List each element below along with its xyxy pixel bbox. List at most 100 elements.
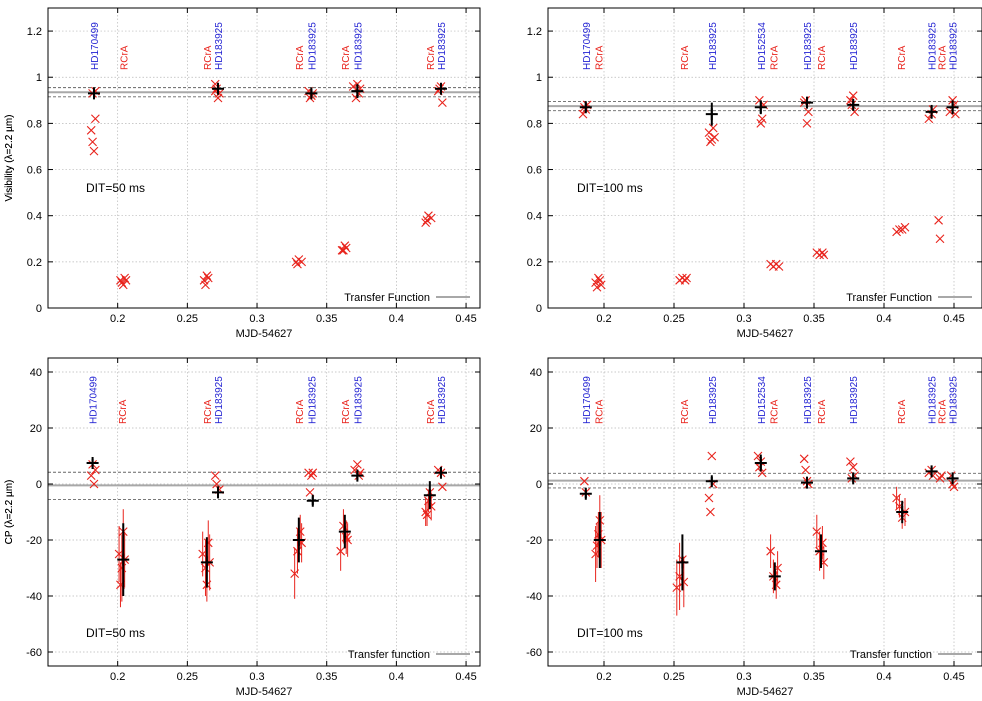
target-label: HD183925 <box>214 376 225 424</box>
x-tick-label: 0.45 <box>455 671 476 683</box>
y-tick-label: 0.4 <box>27 211 42 223</box>
target-label: HD183925 <box>214 22 225 70</box>
target-label: RCrA <box>897 399 908 424</box>
x-tick-label: 0.35 <box>316 313 337 325</box>
calibrator-point <box>896 506 909 518</box>
science-point <box>290 569 300 578</box>
science-point <box>339 245 348 255</box>
science-point <box>934 215 943 225</box>
target-label: HD183925 <box>437 22 448 70</box>
target-label: RCrA <box>817 399 828 424</box>
target-label: RCrA <box>937 45 948 70</box>
target-label: HD183925 <box>708 22 719 70</box>
science-point <box>426 502 436 511</box>
science-point <box>212 479 222 489</box>
calibrator-point <box>676 556 689 569</box>
target-label: RCrA <box>937 399 948 424</box>
x-tick-label: 0.3 <box>249 313 264 325</box>
x-tick-label: 0.35 <box>803 313 824 325</box>
science-point <box>707 451 717 461</box>
science-point <box>755 462 764 472</box>
x-tick-label: 0.2 <box>110 313 125 325</box>
science-point <box>341 532 351 542</box>
science-point <box>892 493 901 503</box>
target-label: RCrA <box>426 45 437 70</box>
science-point <box>422 510 432 520</box>
science-point <box>848 91 858 101</box>
target-label: HD170499 <box>90 22 101 70</box>
x-tick-label: 0.25 <box>177 671 198 683</box>
target-label: HD183925 <box>928 376 939 424</box>
y-tick-label: 0 <box>36 479 42 491</box>
science-point <box>295 527 305 536</box>
y-tick-label: 0.2 <box>527 257 542 269</box>
target-label: HD183925 <box>803 376 814 424</box>
science-point <box>351 93 361 103</box>
science-point <box>293 259 302 269</box>
calibrator-point <box>306 494 319 507</box>
chart-vis100: 0.2 0.25 0.3 0.35 0.4 0.45 0 0.2 0.4 0.6 0.8 1 1.2 MJ… <box>4 7 982 340</box>
y-tick-label: -40 <box>526 591 542 603</box>
target-label: RCrA <box>295 399 306 424</box>
calibrator-point <box>200 556 213 569</box>
x-axis-label: MJD-54627 <box>236 328 293 340</box>
science-point <box>595 275 605 285</box>
science-point <box>421 218 431 228</box>
science-point <box>704 493 714 503</box>
calibrator-point <box>801 96 813 109</box>
science-point <box>339 521 348 531</box>
x-tick-label: 0.4 <box>876 671 891 683</box>
science-point <box>306 471 316 480</box>
science-point <box>305 93 315 103</box>
target-label: RCrA <box>594 45 605 70</box>
calibrator-point <box>351 85 364 98</box>
calibrator-point <box>705 108 718 121</box>
y-tick-label: 0.6 <box>527 165 542 177</box>
science-point <box>592 282 602 292</box>
dit-annotation: DIT=100 ms <box>577 626 643 640</box>
x-tick-label: 0.4 <box>876 313 891 325</box>
science-point <box>89 479 99 489</box>
target-label: HD183925 <box>307 376 318 424</box>
science-point <box>89 146 99 156</box>
target-label: RCrA <box>769 45 780 70</box>
science-point <box>848 462 858 472</box>
calibrator-point <box>212 486 225 499</box>
x-tick-label: 0.2 <box>596 671 611 683</box>
calibrator-point <box>847 98 860 111</box>
calibrator-point <box>87 87 100 100</box>
calibrator-point <box>705 475 718 488</box>
science-point <box>935 474 945 483</box>
target-label: RCrA <box>118 399 129 424</box>
science-point <box>198 549 208 559</box>
calibrator-point <box>434 82 447 95</box>
science-point <box>594 530 603 539</box>
x-tick-label: 0.25 <box>177 313 198 325</box>
target-label: HD183925 <box>849 22 860 70</box>
target-label: HD170499 <box>582 22 593 70</box>
target-label: HD183925 <box>353 376 364 424</box>
y-axis-label: Visibility (λ=2.2 µm) <box>4 115 15 202</box>
target-label: RCrA <box>817 45 828 70</box>
target-label: RCrA <box>897 45 908 70</box>
science-point <box>706 507 715 517</box>
y-tick-label: 0 <box>536 479 542 491</box>
science-point <box>679 577 689 587</box>
target-label: HD183925 <box>708 376 719 424</box>
y-tick-label: 20 <box>30 423 42 435</box>
target-label: HD170499 <box>89 376 100 424</box>
science-point <box>118 280 128 290</box>
science-point <box>86 125 96 135</box>
target-label: RCrA <box>341 45 352 70</box>
science-point <box>121 275 131 285</box>
science-point <box>801 465 810 475</box>
calibrator-point <box>338 525 351 538</box>
science-point <box>895 225 904 234</box>
science-point <box>120 273 130 283</box>
y-tick-label: -60 <box>526 647 542 659</box>
science-point <box>850 107 859 117</box>
x-tick-label: 0.3 <box>249 671 264 683</box>
calibrator-point <box>423 489 436 502</box>
calibrator-point <box>754 457 767 469</box>
target-label: HD183925 <box>928 22 939 70</box>
